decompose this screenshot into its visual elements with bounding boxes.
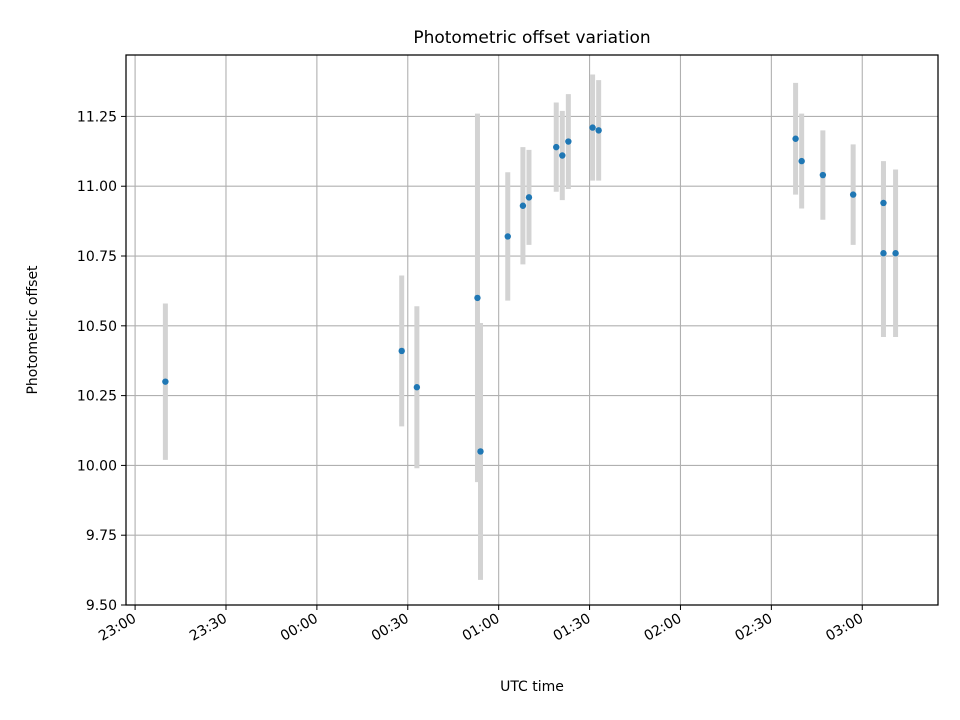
y-tick-label: 10.00 bbox=[77, 458, 117, 474]
data-point bbox=[553, 143, 560, 151]
data-point bbox=[792, 135, 799, 142]
y-tick-label: 10.50 bbox=[77, 319, 117, 335]
y-tick-label: 10.25 bbox=[77, 389, 117, 405]
data-point bbox=[589, 124, 596, 131]
y-axis-label: Photometric offset bbox=[25, 265, 41, 395]
x-axis-label: UTC time bbox=[500, 679, 564, 695]
y-axis-ticks: 9.50 9.75 10.00 10.25 10.50 10.75 11.00 11.25 bbox=[77, 109, 126, 614]
data-point bbox=[595, 127, 602, 134]
y-tick-label: 10.75 bbox=[77, 249, 117, 265]
data-point bbox=[525, 194, 533, 201]
data-point bbox=[892, 250, 899, 257]
data-point bbox=[162, 378, 169, 385]
data-point bbox=[559, 152, 566, 159]
data-point bbox=[565, 138, 572, 145]
data-point bbox=[849, 191, 857, 198]
plot-frame bbox=[125, 54, 939, 606]
data-point bbox=[474, 294, 481, 302]
data-point bbox=[880, 199, 887, 207]
data-point bbox=[413, 384, 421, 391]
y-tick-label: 11.25 bbox=[77, 109, 117, 125]
data-points bbox=[162, 124, 899, 455]
y-tick-label: 9.50 bbox=[86, 598, 117, 614]
data-point bbox=[398, 347, 405, 355]
data-point bbox=[519, 202, 527, 209]
y-tick-label: 9.75 bbox=[86, 528, 117, 544]
chart-title: Photometric offset variation bbox=[413, 28, 650, 48]
data-point bbox=[798, 157, 805, 165]
data-point bbox=[819, 171, 827, 179]
data-point bbox=[504, 233, 511, 240]
y-tick-label: 11.00 bbox=[77, 179, 117, 195]
data-point bbox=[880, 250, 887, 257]
data-point bbox=[477, 448, 484, 455]
